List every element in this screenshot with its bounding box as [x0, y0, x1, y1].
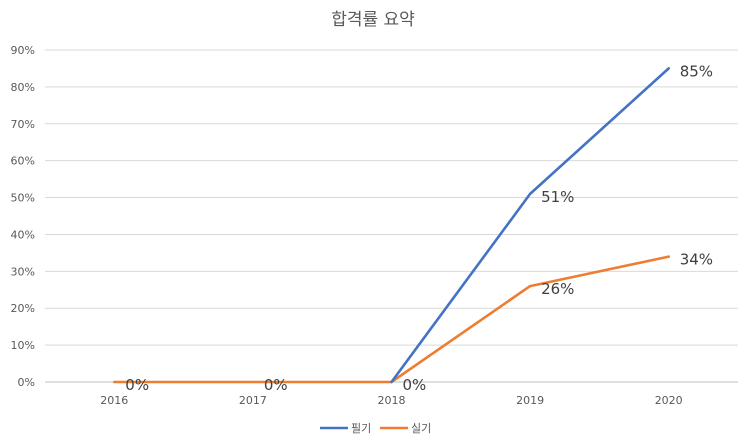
x-tick-label: 2020 [655, 394, 683, 407]
chart-title: 합격률 요약 [331, 10, 415, 30]
series-group [113, 67, 671, 384]
series-line-2 [113, 255, 671, 384]
data-label: 0% [403, 376, 427, 394]
y-tick-label: 50% [11, 192, 35, 205]
y-tick-label: 60% [11, 155, 35, 168]
y-tick-label: 70% [11, 118, 35, 131]
data-label: 85% [680, 62, 713, 80]
y-tick-label: 10% [11, 339, 35, 352]
legend-label-2: 실기 [411, 422, 431, 435]
y-tick-label: 80% [11, 81, 35, 94]
x-axis-ticks: 2016 2017 2018 2019 2020 [100, 394, 682, 407]
x-tick-label: 2018 [378, 394, 406, 407]
grid-lines [45, 49, 738, 383]
y-tick-label: 20% [11, 302, 35, 315]
x-tick-label: 2019 [516, 394, 544, 407]
y-tick-label: 30% [11, 265, 35, 278]
data-label: 0% [264, 376, 288, 394]
data-label: 51% [541, 188, 574, 206]
legend-label-1: 필기 [351, 422, 371, 435]
data-label: 26% [541, 280, 574, 298]
data-labels: 51% 85% 0% 0% 0% 26% 34% [125, 62, 713, 394]
x-tick-label: 2016 [100, 394, 128, 407]
x-tick-label: 2017 [239, 394, 267, 407]
data-label: 0% [125, 376, 149, 394]
y-tick-label: 40% [11, 228, 35, 241]
y-tick-label: 90% [11, 44, 35, 57]
series-line-1 [390, 67, 671, 384]
legend: 필기 실기 [320, 422, 431, 435]
data-label: 34% [680, 251, 713, 269]
y-tick-label: 0% [18, 376, 35, 389]
y-axis-ticks: 0% 10% 20% 30% 40% 50% 60% 70% 80% 90% [11, 44, 35, 389]
